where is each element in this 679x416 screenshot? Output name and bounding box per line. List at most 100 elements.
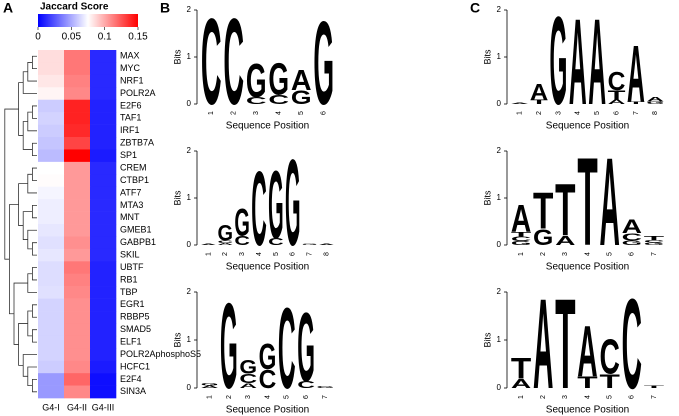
heatmap-cell	[64, 224, 91, 237]
y-tick-label: 1	[497, 193, 502, 202]
x-tick-label: 1	[518, 395, 525, 399]
x-axis-label: Sequence Position	[546, 121, 629, 132]
heatmap-cell	[38, 112, 65, 125]
heatmap-cell	[38, 174, 65, 188]
row-label: TAF1	[120, 113, 141, 123]
heatmap-cell	[64, 311, 91, 324]
row-label: UBTF	[120, 262, 144, 272]
logo-letter: A	[511, 197, 531, 240]
heatmap-cell	[38, 199, 65, 212]
logo-letter: T	[555, 168, 575, 251]
panel-label: A	[3, 0, 13, 16]
heatmap-cell	[90, 261, 117, 275]
logo-letter: T	[533, 182, 553, 240]
logo-letter: A	[622, 216, 642, 237]
heatmap-cell	[64, 348, 91, 362]
heatmap-cell	[64, 286, 91, 299]
y-tick-label: 0	[497, 383, 502, 392]
colorbar-tick-label: 0	[35, 32, 41, 43]
x-tick-label: 6	[629, 395, 636, 399]
heatmap-cell	[38, 261, 65, 275]
row-label: EGR1	[120, 299, 145, 309]
logo-letter: T	[599, 370, 619, 392]
logo-letter: C	[268, 92, 289, 106]
heatmap-cell	[38, 74, 65, 88]
heatmap-cell	[38, 161, 65, 175]
logo-letter: A	[319, 244, 335, 245]
heatmap-cell	[90, 286, 117, 299]
heatmap-cell	[90, 174, 117, 188]
heatmap-cell	[90, 199, 117, 212]
logo-letter: A	[569, 0, 587, 130]
logo-letter: G	[313, 0, 334, 130]
heatmap-cell	[90, 323, 117, 337]
logo-letter: C	[239, 371, 257, 386]
heatmap-cell	[64, 298, 91, 312]
logo-letter: T	[644, 385, 664, 389]
x-axis-label: Sequence Position	[226, 405, 309, 416]
y-tick-label: 1	[497, 335, 502, 344]
x-tick-label: 6	[629, 252, 636, 256]
heatmap-cell	[64, 236, 91, 250]
logo-letter: A	[555, 233, 575, 247]
x-tick-label: 4	[575, 111, 582, 115]
heatmap-cell	[90, 385, 117, 399]
x-tick-label: 2	[231, 111, 238, 115]
row-label: ELF1	[120, 336, 142, 346]
x-axis-label: Sequence Position	[226, 262, 309, 273]
row-label: TBP	[120, 287, 138, 297]
logo-letter: T	[644, 235, 664, 242]
colorbar-tick-label: 0.1	[98, 32, 112, 43]
y-tick-label: 1	[187, 335, 192, 344]
row-label: CREM	[120, 162, 147, 172]
row-label: RB1	[120, 274, 138, 284]
x-tick-label: 6	[303, 395, 310, 399]
logo-letter: C	[268, 236, 284, 247]
heatmap-cell	[90, 224, 117, 237]
heatmap-cell	[90, 311, 117, 324]
y-tick-label: 0	[187, 99, 192, 108]
logo-letter: G	[218, 220, 234, 245]
heatmap-cell	[64, 87, 91, 101]
logo-letter: A	[646, 96, 664, 103]
y-axis-label: Bits	[482, 190, 492, 206]
logo-letter: C	[201, 0, 222, 130]
logo-letter: C	[511, 236, 531, 243]
colorbar-tick-label: 0.15	[128, 32, 148, 43]
logo-letter: G	[268, 151, 284, 259]
row-label: SMAD5	[120, 324, 151, 334]
x-tick-label: 4	[276, 111, 283, 115]
x-tick-label: 8	[652, 111, 659, 115]
logo-letter: C	[622, 273, 642, 416]
y-tick-label: 0	[187, 383, 192, 392]
logo-letter: G	[644, 242, 664, 246]
heatmap-cell	[64, 323, 91, 337]
logo-letter: C	[234, 233, 250, 247]
heatmap-cell	[64, 174, 91, 188]
heatmap-cell	[38, 211, 65, 225]
heatmap-cell	[38, 286, 65, 299]
heatmap-cell	[64, 124, 91, 138]
heatmap-cell	[64, 273, 91, 287]
logo-letter: G	[246, 53, 267, 107]
y-axis-label: Bits	[172, 332, 182, 348]
logo-letter: G	[297, 292, 315, 402]
y-tick-label: 2	[497, 287, 502, 296]
x-tick-label: 2	[226, 395, 233, 399]
logo-letter: C	[644, 240, 664, 244]
row-label: NRF1	[120, 75, 144, 85]
logo-letter: A	[627, 30, 645, 120]
heatmap-cell	[90, 87, 117, 101]
y-tick-label: 2	[187, 287, 192, 296]
logo-letter: C	[259, 365, 277, 394]
logo-letter: G	[234, 201, 250, 244]
colorbar-title: Jaccard Score	[40, 2, 109, 13]
heatmap-cell	[64, 112, 91, 125]
logo-letter: A	[588, 0, 606, 130]
heatmap-cell	[64, 99, 91, 113]
logo-letter: C	[278, 283, 296, 412]
heatmap-cell	[64, 248, 91, 262]
logo-letter: T	[577, 132, 597, 272]
heatmap-cell	[64, 385, 91, 399]
heatmap-cell	[90, 112, 117, 125]
